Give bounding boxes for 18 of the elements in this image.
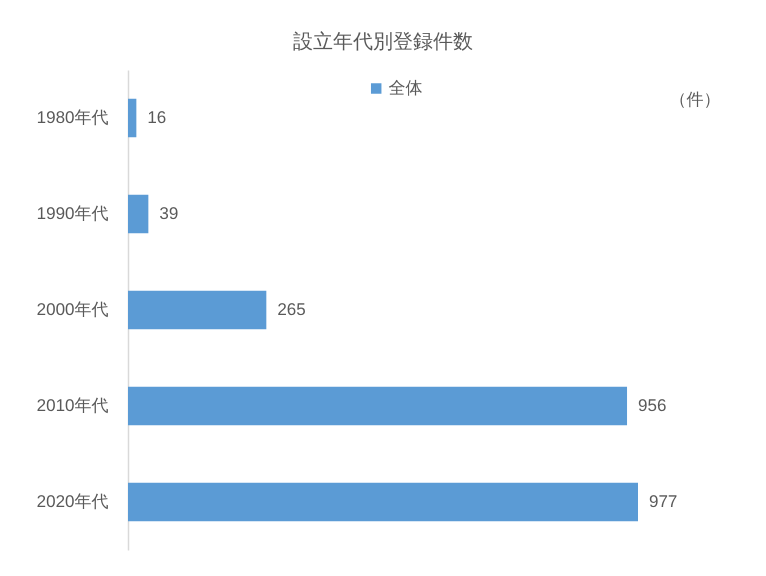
bar (128, 482, 638, 522)
chart-title: 設立年代別登録件数 (293, 31, 473, 53)
y-tick-label: 1980年代 (36, 108, 108, 127)
y-tick-label: 2000年代 (36, 300, 108, 319)
data-label: 265 (277, 300, 306, 319)
data-label: 977 (649, 492, 678, 511)
bar (128, 290, 266, 330)
bar (128, 98, 136, 138)
legend-label: 全体 (388, 78, 423, 98)
bar (128, 386, 628, 426)
data-label: 16 (147, 108, 166, 127)
y-tick-label: 1990年代 (36, 204, 108, 223)
y-tick-label: 2010年代 (36, 396, 108, 415)
y-tick-label: 2020年代 (36, 492, 108, 511)
data-label: 956 (638, 396, 666, 415)
data-label: 39 (159, 204, 178, 223)
bar (128, 194, 148, 234)
text: （件） (670, 90, 720, 109)
